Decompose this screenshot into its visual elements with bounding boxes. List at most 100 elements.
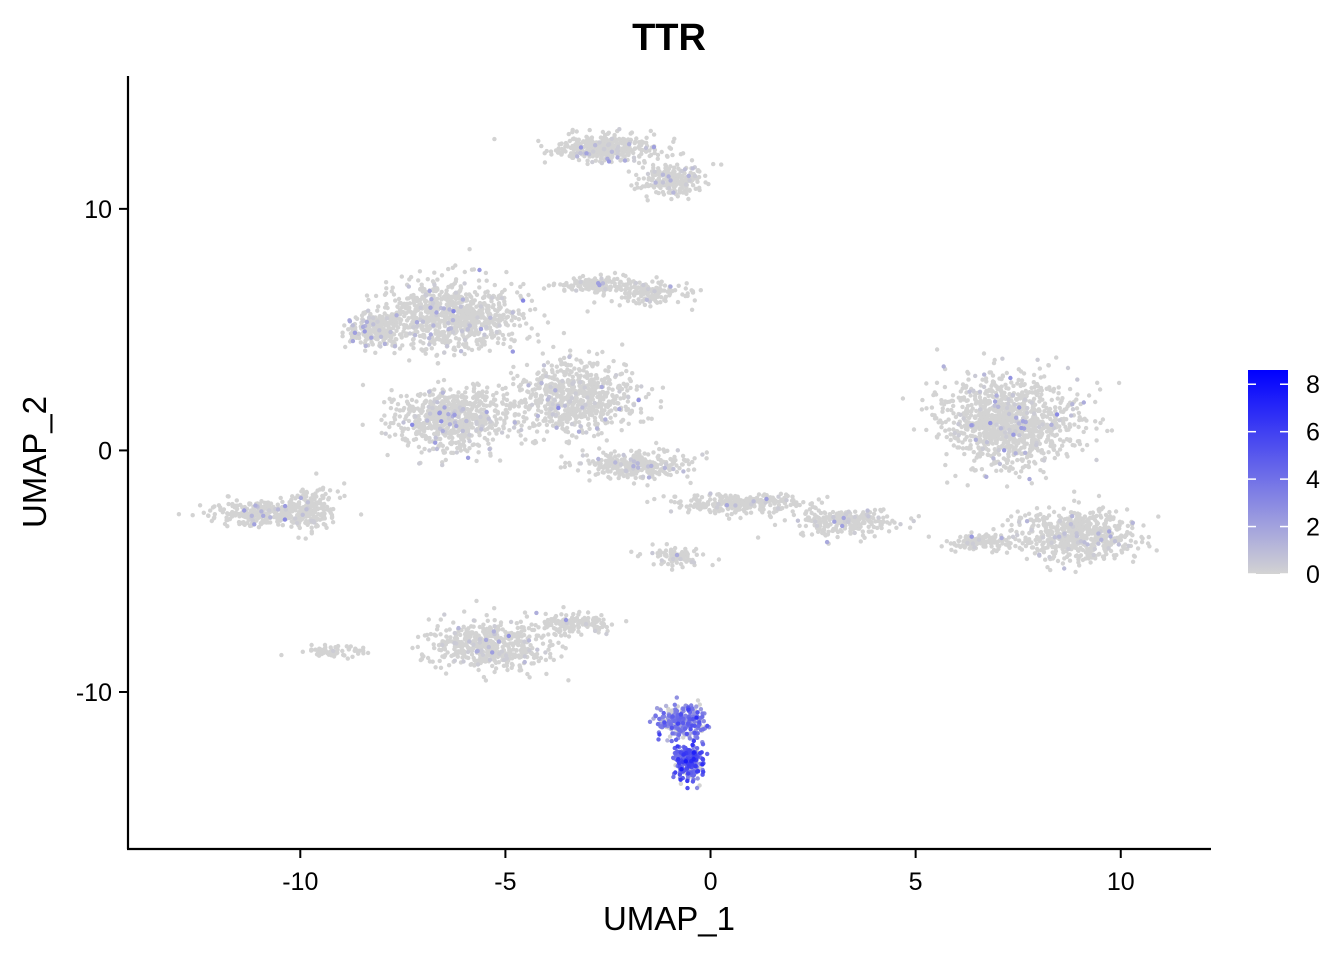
cell-point bbox=[683, 550, 688, 555]
cell-point bbox=[640, 184, 645, 189]
cell-point bbox=[623, 283, 628, 288]
cell-point bbox=[518, 382, 523, 387]
cell-point bbox=[435, 429, 440, 434]
cell-point bbox=[458, 448, 463, 453]
cell-point bbox=[613, 471, 618, 476]
cell-point bbox=[531, 655, 537, 660]
cell-point bbox=[533, 382, 539, 387]
cell-point bbox=[518, 284, 523, 289]
cell-point bbox=[549, 363, 554, 368]
cell-point bbox=[612, 277, 617, 282]
cell-point bbox=[480, 658, 485, 664]
cell-point bbox=[608, 284, 613, 289]
cell-point bbox=[432, 270, 437, 275]
cell-point bbox=[309, 531, 314, 536]
cell-point bbox=[466, 626, 471, 631]
cell-point bbox=[861, 510, 866, 515]
cell-point bbox=[629, 183, 634, 188]
cell-point bbox=[276, 522, 281, 527]
cell-point bbox=[580, 398, 586, 404]
cell-point bbox=[610, 387, 615, 392]
cell-point bbox=[542, 313, 547, 318]
cell-point bbox=[521, 377, 527, 383]
cell-point bbox=[462, 351, 467, 357]
cell-point bbox=[547, 411, 552, 416]
cell-point bbox=[539, 395, 544, 400]
cell-point bbox=[881, 515, 886, 520]
cell-point bbox=[652, 496, 657, 502]
cell-point bbox=[853, 509, 858, 514]
cell-point bbox=[594, 384, 599, 389]
cell-point bbox=[413, 419, 418, 424]
cell-point bbox=[503, 412, 508, 418]
cell-point bbox=[437, 312, 442, 318]
cell-point bbox=[570, 433, 575, 438]
cell-point bbox=[375, 308, 380, 313]
cell-point bbox=[326, 497, 331, 502]
cell-point bbox=[415, 634, 421, 640]
cell-point bbox=[837, 520, 843, 525]
cell-point bbox=[292, 502, 297, 507]
cell-point bbox=[541, 437, 547, 442]
cell-point bbox=[501, 341, 506, 347]
cell-point bbox=[797, 523, 802, 528]
cell-point bbox=[328, 507, 333, 512]
cell-point bbox=[463, 292, 469, 297]
cell-point bbox=[429, 309, 434, 314]
cell-point bbox=[315, 500, 320, 505]
cell-point bbox=[631, 481, 637, 486]
cell-point bbox=[224, 515, 229, 520]
cell-point bbox=[450, 398, 456, 404]
cell-point bbox=[536, 658, 541, 664]
cell-point bbox=[580, 414, 585, 419]
cell-point bbox=[655, 152, 661, 158]
cell-point bbox=[384, 332, 389, 337]
cell-point bbox=[234, 498, 239, 503]
cell-point bbox=[535, 417, 540, 422]
cell-point bbox=[384, 301, 389, 307]
cell-point bbox=[422, 400, 428, 406]
cell-point bbox=[495, 635, 501, 641]
cell-point bbox=[601, 292, 606, 297]
cell-point bbox=[642, 302, 648, 308]
cell-point bbox=[447, 435, 452, 440]
cell-point bbox=[477, 337, 482, 343]
cell-point bbox=[605, 467, 610, 473]
cell-point bbox=[672, 136, 677, 141]
cell-point bbox=[657, 468, 663, 474]
cell-point bbox=[260, 518, 265, 523]
cell-point bbox=[376, 304, 381, 309]
cell-point bbox=[321, 521, 326, 527]
cell-point bbox=[621, 272, 626, 278]
cell-point bbox=[640, 165, 646, 170]
cell-point bbox=[586, 422, 591, 428]
cell-point bbox=[861, 515, 866, 520]
cell-point bbox=[516, 317, 522, 322]
cell-point bbox=[527, 675, 532, 680]
cell-point bbox=[480, 394, 485, 400]
cell-point bbox=[718, 508, 723, 513]
cell-point bbox=[389, 388, 394, 393]
cell-point bbox=[552, 373, 557, 378]
cell-point bbox=[696, 174, 702, 180]
cell-point bbox=[296, 535, 301, 540]
cell-point bbox=[476, 443, 482, 448]
cell-point bbox=[435, 361, 440, 366]
cell-point bbox=[519, 441, 524, 446]
cell-point bbox=[685, 293, 690, 299]
cell-point bbox=[545, 360, 551, 365]
cell-point bbox=[672, 187, 677, 192]
cell-point bbox=[278, 512, 283, 517]
cell-point bbox=[462, 269, 467, 275]
cell-point bbox=[551, 281, 557, 286]
cell-point bbox=[512, 338, 517, 343]
cell-point bbox=[360, 382, 366, 388]
cell-point bbox=[619, 419, 624, 424]
cell-point bbox=[551, 344, 556, 350]
cell-point bbox=[662, 283, 668, 288]
cell-point bbox=[629, 285, 634, 290]
cell-point bbox=[675, 299, 681, 305]
cell-point bbox=[435, 277, 440, 282]
cell-point bbox=[639, 293, 644, 299]
cell-point bbox=[393, 298, 398, 303]
